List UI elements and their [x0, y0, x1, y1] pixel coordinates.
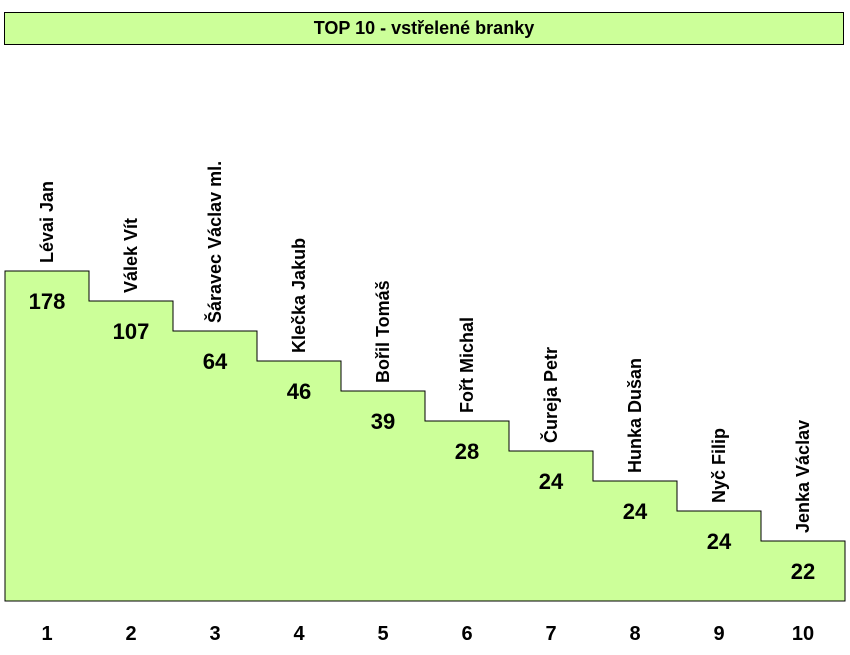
rank-label: 5: [377, 623, 388, 645]
rank-label: 9: [713, 623, 724, 645]
player-name-label: Válek Vít: [121, 218, 141, 293]
staircase-fill: [4, 270, 846, 602]
player-name-label: Nyč Filip: [709, 428, 729, 503]
rank-label: 8: [629, 623, 640, 645]
value-label: 64: [203, 349, 228, 374]
rank-label: 10: [792, 623, 814, 645]
player-name-label: Fořt Michal: [457, 317, 477, 413]
player-name-label: Bořil Tomáš: [373, 280, 393, 383]
value-label: 24: [539, 469, 564, 494]
rank-label: 3: [209, 623, 220, 645]
chart-title: TOP 10 - vstřelené branky: [4, 12, 844, 45]
value-label: 28: [455, 439, 479, 464]
value-label: 46: [287, 379, 311, 404]
player-name-label: Hunka Dušan: [625, 358, 645, 473]
value-label: 22: [791, 559, 815, 584]
value-label: 24: [707, 529, 732, 554]
rank-label: 4: [293, 623, 305, 645]
player-name-label: Jenka Václav: [793, 420, 813, 533]
rank-label: 1: [41, 623, 52, 645]
value-label: 24: [623, 499, 648, 524]
rank-label: 7: [545, 623, 556, 645]
player-name-label: Čureja Petr: [540, 347, 561, 443]
player-name-label: Šáravec Václav ml.: [204, 161, 225, 323]
value-label: 107: [113, 319, 150, 344]
player-name-label: Lévai Jan: [37, 181, 57, 263]
rank-label: 6: [461, 623, 472, 645]
value-label: 39: [371, 409, 395, 434]
value-label: 178: [29, 289, 66, 314]
rank-label: 2: [125, 623, 136, 645]
player-name-label: Klečka Jakub: [289, 238, 309, 353]
